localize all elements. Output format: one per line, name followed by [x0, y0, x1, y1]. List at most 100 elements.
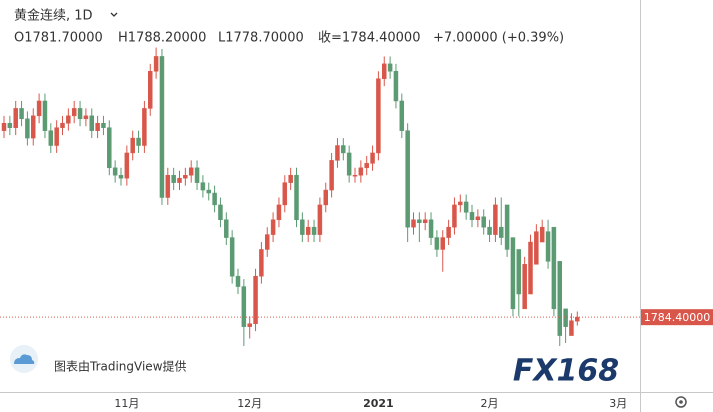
x-tick-label: 2021 — [363, 397, 394, 410]
candle-body — [253, 275, 258, 324]
candle-body — [183, 174, 188, 179]
symbol-title[interactable]: 黄金连续, 1D — [14, 8, 93, 24]
ohlc-value: +7.00000 (+0.39%) — [433, 31, 564, 46]
plot-area — [0, 47, 640, 346]
candle-body — [130, 137, 135, 154]
candle-body — [463, 201, 469, 213]
candle-body — [300, 219, 305, 235]
candle-body — [499, 226, 504, 238]
candle-body — [405, 130, 410, 228]
candle-body — [77, 108, 83, 120]
candle-body — [376, 78, 381, 154]
candle-body — [270, 219, 276, 235]
candle-body — [329, 160, 334, 191]
candle-body — [13, 108, 18, 128]
candle-body — [487, 226, 492, 235]
candle-body — [136, 137, 141, 146]
candle-body — [382, 63, 387, 79]
candle-body — [346, 152, 352, 176]
candle-body — [276, 204, 282, 221]
candle-body — [311, 226, 317, 235]
candle-body — [510, 237, 516, 310]
candle-body — [575, 316, 580, 322]
candle-body — [19, 108, 24, 120]
ohlc-value: H1788.20000 — [118, 31, 206, 46]
candle-body — [60, 122, 65, 128]
candle-body — [212, 192, 217, 206]
candle-body — [235, 275, 241, 287]
candle-body — [440, 237, 445, 250]
candle-body — [25, 118, 30, 139]
candle-body — [387, 63, 393, 72]
candle-body — [469, 212, 475, 221]
tv-logo-cloud — [14, 354, 35, 364]
candle-body — [177, 177, 182, 183]
candle-body — [265, 234, 270, 250]
ohlc-value: O1781.70000 — [14, 31, 103, 46]
candle-body — [335, 145, 340, 161]
gear-ring — [675, 396, 687, 408]
x-tick-label: 2月 — [481, 397, 499, 410]
candle-body — [516, 249, 522, 295]
x-tick-label: 12月 — [237, 397, 262, 410]
candle-body — [36, 100, 42, 117]
candle-body — [446, 226, 451, 238]
ohlc-value: L1778.70000 — [218, 31, 304, 46]
attribution-text: 图表由TradingView提供 — [54, 359, 187, 374]
candle-body — [563, 308, 568, 327]
candle-body — [545, 231, 551, 262]
candle-body — [428, 219, 434, 238]
candle-body — [528, 241, 533, 295]
candle-body — [551, 226, 557, 310]
candle-body — [305, 226, 311, 235]
attribution[interactable]: 图表由TradingView提供 — [10, 345, 187, 374]
last-price-tag — [641, 309, 713, 326]
interval-chevron[interactable] — [110, 12, 118, 17]
candle-body — [458, 201, 463, 206]
candle-body — [171, 174, 176, 183]
candle-body — [118, 174, 124, 179]
candle-body — [159, 56, 165, 198]
candle-body — [358, 167, 364, 176]
candle-body — [352, 174, 358, 177]
ohlc-header: O1781.70000 H1788.20000 L1778.70000 收=1784.… — [14, 31, 564, 46]
x-tick-label: 11月 — [114, 397, 139, 410]
candle-body — [288, 174, 293, 183]
candle-body — [148, 71, 153, 109]
candle-body — [83, 115, 89, 120]
candle-body — [66, 115, 71, 124]
candle-body — [1, 122, 7, 131]
candle-body — [417, 219, 422, 223]
candle-body — [224, 219, 229, 238]
candle-body — [434, 237, 440, 250]
candle-body — [124, 152, 130, 179]
candle-body — [42, 100, 48, 131]
candle-body — [475, 216, 481, 221]
settings-gear[interactable] — [675, 396, 687, 408]
candle-body — [294, 174, 299, 221]
candle-body — [71, 108, 77, 117]
candle-body — [112, 167, 118, 176]
candle-body — [364, 163, 369, 169]
candle-body — [241, 286, 247, 327]
ohlc-value: 收=1784.40000 — [318, 31, 420, 46]
candle-body — [317, 204, 323, 235]
candle-body — [200, 182, 206, 191]
candle-body — [341, 145, 346, 154]
candle-body — [282, 182, 288, 206]
candle-body — [229, 237, 235, 277]
candle-body — [142, 108, 147, 146]
candle-body — [493, 204, 498, 235]
candle-body — [95, 122, 100, 131]
candle-body — [89, 115, 94, 131]
candle-body — [557, 261, 562, 336]
x-tick-label: 3月 — [609, 397, 627, 410]
gear-center — [679, 400, 683, 404]
candle-body — [218, 204, 223, 221]
candle-body — [153, 56, 159, 72]
candle-body — [259, 249, 264, 277]
candle-body — [165, 174, 171, 198]
candle-body — [399, 100, 405, 131]
